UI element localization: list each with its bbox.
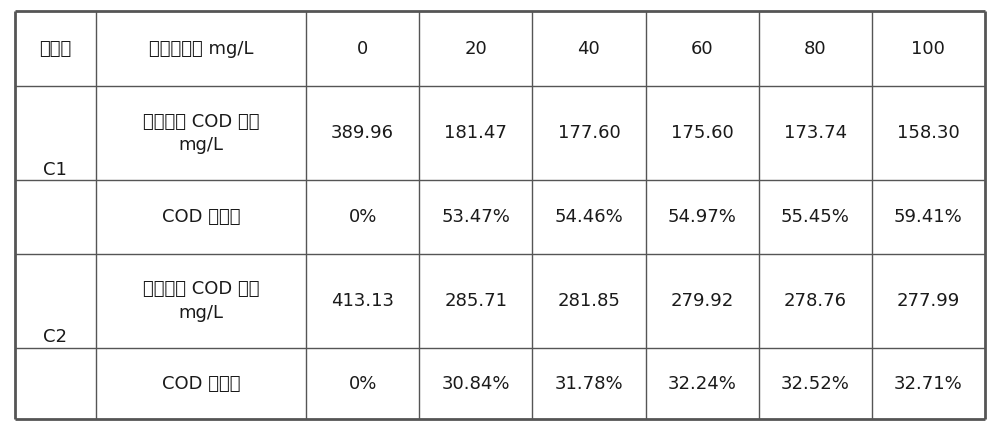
Text: C1: C1 bbox=[43, 161, 67, 179]
Text: 53.47%: 53.47% bbox=[441, 208, 510, 226]
Text: 59.41%: 59.41% bbox=[894, 208, 963, 226]
Text: 55.45%: 55.45% bbox=[781, 208, 850, 226]
Text: 40: 40 bbox=[578, 40, 600, 58]
Text: 277.99: 277.99 bbox=[897, 292, 960, 310]
Text: 31.78%: 31.78% bbox=[555, 375, 623, 393]
Text: 0%: 0% bbox=[348, 375, 377, 393]
Text: C2: C2 bbox=[43, 328, 67, 346]
Text: 32.71%: 32.71% bbox=[894, 375, 963, 393]
Text: 54.46%: 54.46% bbox=[555, 208, 623, 226]
Text: 30.84%: 30.84% bbox=[442, 375, 510, 393]
Text: 60: 60 bbox=[691, 40, 713, 58]
Text: 0: 0 bbox=[357, 40, 368, 58]
Text: 177.60: 177.60 bbox=[558, 124, 620, 142]
Text: 出口废水 COD 浓度
mg/L: 出口废水 COD 浓度 mg/L bbox=[143, 280, 259, 322]
Text: 389.96: 389.96 bbox=[331, 124, 394, 142]
Text: 279.92: 279.92 bbox=[670, 292, 734, 310]
Text: 173.74: 173.74 bbox=[784, 124, 847, 142]
Text: 催化剂: 催化剂 bbox=[39, 40, 72, 58]
Text: 278.76: 278.76 bbox=[784, 292, 847, 310]
Text: 出口废水 COD 浓度
mg/L: 出口废水 COD 浓度 mg/L bbox=[143, 113, 259, 154]
Text: 281.85: 281.85 bbox=[557, 292, 620, 310]
Text: 0%: 0% bbox=[348, 208, 377, 226]
Text: 32.52%: 32.52% bbox=[781, 375, 850, 393]
Text: 285.71: 285.71 bbox=[444, 292, 507, 310]
Text: 100: 100 bbox=[911, 40, 945, 58]
Text: 80: 80 bbox=[804, 40, 827, 58]
Text: 臭氧投加量 mg/L: 臭氧投加量 mg/L bbox=[149, 40, 253, 58]
Text: 54.97%: 54.97% bbox=[668, 208, 737, 226]
Text: 32.24%: 32.24% bbox=[668, 375, 737, 393]
Text: COD 去除率: COD 去除率 bbox=[162, 208, 240, 226]
Text: COD 去除率: COD 去除率 bbox=[162, 375, 240, 393]
Text: 20: 20 bbox=[464, 40, 487, 58]
Text: 181.47: 181.47 bbox=[444, 124, 507, 142]
Text: 413.13: 413.13 bbox=[331, 292, 394, 310]
Text: 175.60: 175.60 bbox=[671, 124, 733, 142]
Text: 158.30: 158.30 bbox=[897, 124, 960, 142]
